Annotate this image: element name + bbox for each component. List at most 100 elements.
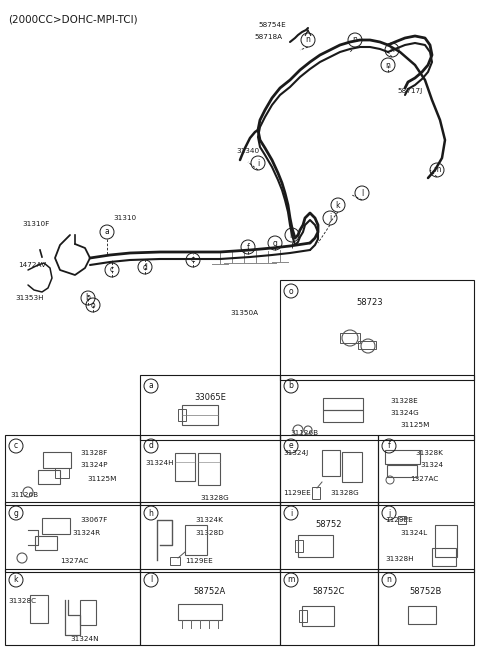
Text: 33065E: 33065E [194, 393, 226, 402]
Text: 31328E: 31328E [390, 398, 418, 404]
Bar [387, 465, 417, 477]
Text: 58752C: 58752C [313, 587, 345, 596]
Text: o: o [91, 300, 96, 309]
Text: 58718A: 58718A [254, 34, 282, 40]
Bar [175, 453, 195, 481]
Text: 1327AC: 1327AC [60, 558, 88, 564]
Bar [280, 375, 474, 440]
Text: 1129EE: 1129EE [283, 490, 311, 496]
Bar [398, 516, 406, 524]
Text: 31324R: 31324R [72, 530, 100, 536]
Bar [280, 435, 378, 505]
Text: 58752B: 58752B [410, 587, 442, 596]
Text: 31324K: 31324K [195, 517, 223, 523]
Bar [408, 606, 436, 624]
Text: 31125M: 31125M [400, 422, 430, 428]
Bar [185, 525, 207, 555]
Bar [198, 453, 220, 485]
Text: n: n [353, 35, 358, 45]
Text: (2000CC>DOHC-MPI-TCI): (2000CC>DOHC-MPI-TCI) [8, 14, 138, 24]
Bar [280, 569, 378, 645]
Text: 31125M: 31125M [87, 476, 116, 482]
Text: c: c [14, 442, 18, 451]
Bar [323, 398, 363, 410]
Bar [140, 375, 280, 440]
Bar [178, 409, 186, 421]
Text: 31328G: 31328G [200, 495, 229, 501]
Bar [298, 535, 333, 557]
Text: 31328K: 31328K [415, 450, 443, 456]
Bar [323, 410, 363, 422]
Bar [80, 600, 96, 625]
Bar [35, 536, 57, 550]
Bar [182, 405, 218, 425]
Text: f: f [388, 442, 390, 451]
Text: 1129EE: 1129EE [185, 558, 213, 564]
Text: 58752: 58752 [316, 520, 342, 529]
Bar [340, 333, 360, 343]
Text: l: l [150, 576, 152, 585]
Text: 31310: 31310 [113, 215, 136, 221]
Text: a: a [105, 227, 109, 237]
Text: 33067F: 33067F [80, 517, 107, 523]
Bar [280, 502, 378, 572]
Text: 31353H: 31353H [15, 295, 44, 301]
Bar [5, 502, 140, 572]
Text: 31324: 31324 [420, 462, 443, 468]
Text: g: g [273, 238, 277, 248]
Bar [385, 450, 420, 464]
Bar [358, 341, 376, 349]
Text: k: k [336, 200, 340, 210]
Bar [378, 569, 474, 645]
Bar [432, 548, 456, 566]
Bar [140, 502, 280, 572]
Text: 31324P: 31324P [80, 462, 108, 468]
Text: 31126B: 31126B [10, 492, 38, 498]
Bar [38, 470, 60, 484]
Text: k: k [14, 576, 18, 585]
Bar [312, 487, 320, 499]
Text: 31324G: 31324G [390, 410, 419, 416]
Bar [295, 540, 303, 552]
Bar [5, 569, 140, 645]
Text: o: o [288, 286, 293, 296]
Text: 31340: 31340 [236, 148, 259, 154]
Bar [43, 452, 71, 468]
Text: 1129EE: 1129EE [385, 517, 413, 523]
Bar [178, 604, 222, 620]
Text: 31328D: 31328D [195, 530, 224, 536]
Text: 31350A: 31350A [230, 310, 258, 316]
Text: n: n [390, 45, 395, 55]
Bar [302, 606, 334, 626]
Bar [30, 595, 48, 623]
Text: c: c [110, 265, 114, 275]
Text: a: a [149, 382, 154, 390]
Text: m: m [288, 576, 295, 585]
Text: 31324N: 31324N [70, 636, 98, 642]
Text: 31324H: 31324H [145, 460, 174, 466]
Text: g: g [13, 509, 18, 518]
Text: 31324J: 31324J [283, 450, 308, 456]
Bar [170, 557, 180, 565]
Text: 58717J: 58717J [397, 88, 422, 94]
Text: m: m [433, 166, 441, 175]
Text: n: n [386, 576, 391, 585]
Bar [342, 452, 362, 482]
Text: b: b [288, 382, 293, 390]
Text: f: f [247, 242, 250, 252]
Text: h: h [289, 231, 294, 240]
Text: 58723: 58723 [357, 298, 384, 307]
Text: 31328F: 31328F [80, 450, 107, 456]
Text: 1327AC: 1327AC [410, 476, 438, 482]
Bar [280, 280, 474, 380]
Text: n: n [385, 60, 390, 70]
Bar [299, 610, 307, 622]
Bar [322, 450, 340, 476]
Text: 31328G: 31328G [330, 490, 359, 496]
Bar [42, 518, 70, 534]
Bar [5, 435, 140, 505]
Text: e: e [288, 442, 293, 451]
Bar [378, 435, 474, 505]
Text: i: i [257, 158, 259, 168]
Text: 58754E: 58754E [258, 22, 286, 28]
